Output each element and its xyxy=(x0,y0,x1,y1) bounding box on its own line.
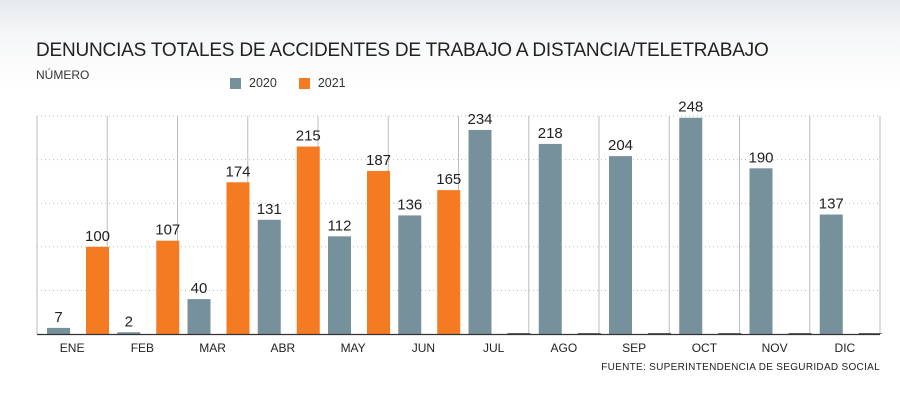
legend-swatch-2021 xyxy=(298,77,310,89)
x-tick-MAY: MAY xyxy=(341,341,366,355)
bar-2020-ENE xyxy=(47,327,70,334)
value-label-2020-JUN: 136 xyxy=(397,196,422,213)
value-label-2021-ENE: 100 xyxy=(85,228,110,245)
bar-2020-MAR xyxy=(187,299,211,334)
bar-2021-ENE xyxy=(86,246,109,334)
x-tick-FEB: FEB xyxy=(131,341,154,355)
bar-2021-JUN xyxy=(437,190,461,334)
bar-2021-MAY xyxy=(367,170,390,334)
value-label-2020-MAY: 112 xyxy=(328,217,352,234)
legend-label-2021: 2021 xyxy=(317,76,346,90)
value-label-2021-JUN: 165 xyxy=(436,171,461,188)
value-label-2021-MAY: 187 xyxy=(366,152,391,169)
bar-2020-MAY xyxy=(328,236,351,334)
legend: 2020 2021 xyxy=(230,76,368,90)
legend-item-2020: 2020 xyxy=(230,76,277,90)
x-tick-ABR: ABR xyxy=(271,341,296,355)
x-tick-MAR: MAR xyxy=(199,341,226,355)
source-note: FUENTE: SUPERINTENDENCIA DE SEGURIDAD SO… xyxy=(601,362,880,373)
value-label-2020-NOV: 190 xyxy=(748,149,773,166)
bar-2021-ABR xyxy=(296,146,320,334)
value-label-2020-AGO: 218 xyxy=(538,125,563,142)
value-label-2020-ABR: 131 xyxy=(257,201,282,218)
bar-2020-JUN xyxy=(398,215,422,334)
value-label-2021-ABR: 215 xyxy=(296,128,321,145)
value-label-2020-JUL: 234 xyxy=(467,111,492,128)
x-tick-NOV: NOV xyxy=(762,341,788,355)
value-label-2021-FEB: 107 xyxy=(155,222,180,239)
legend-swatch-2020 xyxy=(230,77,241,89)
bar-2020-AGO xyxy=(538,143,562,334)
value-label-2020-FEB: 2 xyxy=(125,313,133,330)
bar-2020-NOV xyxy=(749,168,773,334)
value-label-2020-SEP: 204 xyxy=(608,137,633,154)
bar-2020-OCT xyxy=(679,117,703,334)
bar-2020-ABR xyxy=(257,219,281,334)
value-label-2020-OCT: 248 xyxy=(678,99,703,116)
chart-subtitle: NÚMERO xyxy=(36,68,90,82)
value-label-2020-MAR: 40 xyxy=(191,280,208,297)
chart-title: DENUNCIAS TOTALES DE ACCIDENTES DE TRABA… xyxy=(36,40,769,61)
x-tick-DIC: DIC xyxy=(835,341,856,355)
x-tick-JUL: JUL xyxy=(483,341,505,355)
x-tick-SEP: SEP xyxy=(622,341,646,355)
x-tick-JUN: JUN xyxy=(412,341,435,355)
value-label-2020-DIC: 137 xyxy=(819,196,844,213)
bar-2020-JUL xyxy=(468,129,492,334)
bar-2020-DIC xyxy=(819,214,843,334)
x-tick-OCT: OCT xyxy=(692,341,718,355)
bar-2021-FEB xyxy=(156,240,180,334)
x-tick-ENE: ENE xyxy=(60,341,85,355)
legend-item-2021: 2021 xyxy=(298,76,346,90)
legend-label-2020: 2020 xyxy=(249,76,277,90)
bar-2020-SEP xyxy=(609,156,632,334)
value-label-2020-ENE: 7 xyxy=(54,309,62,326)
x-tick-AGO: AGO xyxy=(551,341,578,355)
bar-2020-FEB xyxy=(117,332,141,334)
value-label-2021-MAR: 174 xyxy=(225,163,250,180)
bar-2021-MAR xyxy=(226,182,250,334)
